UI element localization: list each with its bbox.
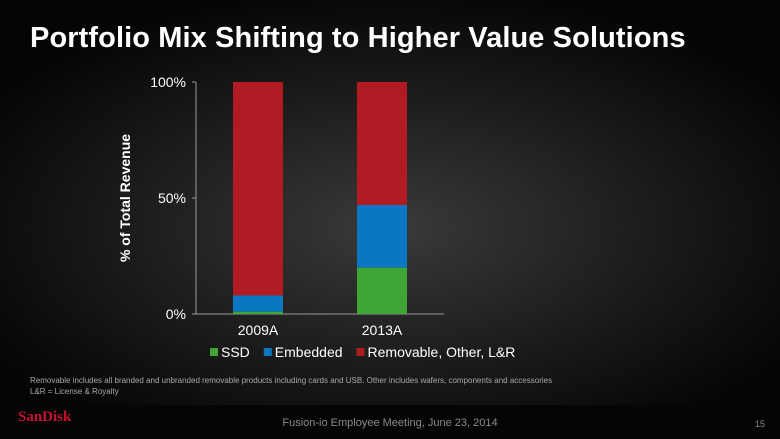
legend-label: Embedded: [275, 344, 343, 360]
bar-segment: [233, 311, 283, 314]
legend-swatch: [356, 348, 365, 356]
footnote-line-1: Removable includes all branded and unbra…: [30, 376, 553, 385]
y-tick-label: 0%: [166, 306, 186, 322]
x-tick-label: 2013A: [362, 322, 403, 338]
footer-band: [0, 405, 780, 439]
y-tick-label: 100%: [150, 74, 186, 90]
legend-swatch: [210, 348, 218, 356]
legend-label: Removable, Other, L&R: [368, 344, 516, 360]
page-number: 15: [754, 419, 765, 429]
sandisk-logo: SanDisk: [18, 409, 72, 425]
y-tick-label: 50%: [158, 190, 186, 206]
y-axis-title: % of Total Revenue: [117, 134, 133, 262]
bar-segment: [357, 204, 407, 268]
footnote-line-2: L&R = License & Royalty: [30, 386, 119, 396]
slide-title: Portfolio Mix Shifting to Higher Value S…: [30, 22, 686, 54]
legend-swatch: [263, 348, 272, 356]
bar-segment: [357, 267, 407, 314]
bar-segment: [233, 82, 283, 296]
footnotes: Removable includes all branded and unbra…: [30, 376, 710, 397]
x-tick-label: 2009A: [238, 322, 279, 338]
footer-text: Fusion-io Employee Meeting, June 23, 201…: [282, 417, 498, 429]
bar-segment: [233, 295, 283, 312]
legend-label: SSD: [221, 344, 250, 360]
bar-segment: [357, 82, 407, 205]
